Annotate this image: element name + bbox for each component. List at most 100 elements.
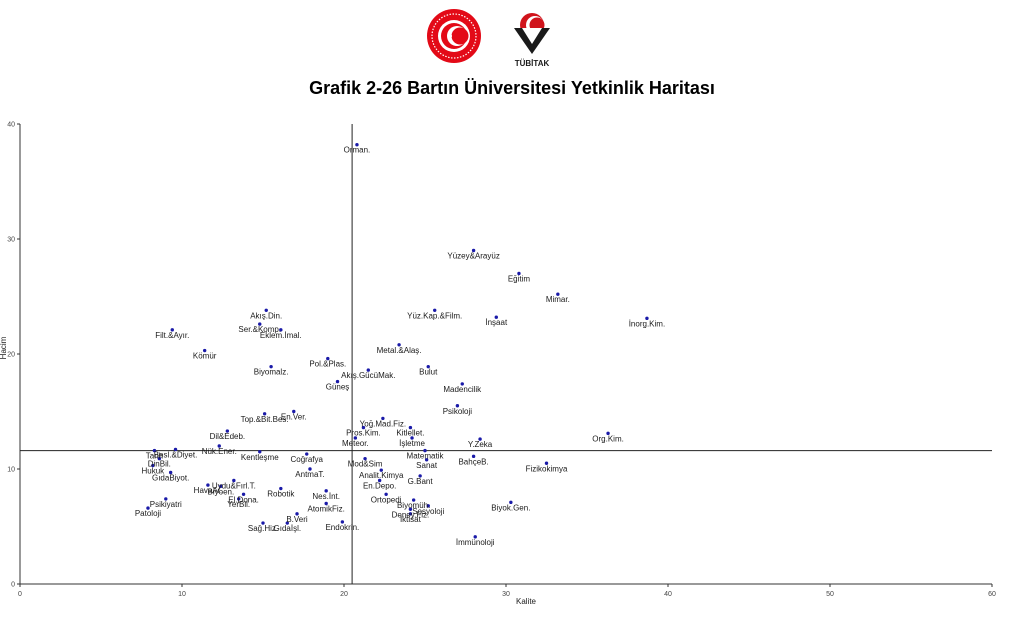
data-point <box>335 379 340 384</box>
point-label: GıdaBiyot. <box>152 473 189 482</box>
data-point <box>424 458 429 462</box>
data-point <box>264 308 268 312</box>
data-point <box>170 328 174 332</box>
point-label: Akış.Din. <box>250 311 282 320</box>
data-point <box>232 478 236 483</box>
data-point <box>473 535 477 539</box>
point-label: Yüzey&Arayüz <box>447 252 499 261</box>
data-point <box>645 316 649 321</box>
data-point <box>408 507 413 511</box>
point-label: Yoğ.Mad.Fiz. <box>360 419 406 428</box>
data-point <box>279 486 283 491</box>
point-label: Besl.&Diyet. <box>154 450 198 459</box>
y-tick-label: 40 <box>7 122 15 129</box>
point-label: Gıdaİşl. <box>274 524 302 533</box>
data-point <box>377 478 382 483</box>
chart-title: Grafik 2-26 Bartın Üniversitesi Yetkinli… <box>309 78 715 98</box>
point-label: Eklem.İmal. <box>260 331 302 340</box>
data-point <box>556 292 560 296</box>
y-tick-label: 30 <box>7 237 15 244</box>
point-label: DinBil. <box>148 460 171 469</box>
data-point <box>202 348 207 353</box>
data-point <box>292 409 296 414</box>
data-point <box>411 498 416 502</box>
data-point <box>460 382 464 386</box>
point-label: Kentleşme <box>241 453 279 462</box>
point-label: Sağ.Hiz. <box>248 524 278 533</box>
point-label: Ortopedi <box>371 495 402 504</box>
point-label: Pol.&Plas. <box>309 360 346 369</box>
data-point <box>152 448 157 453</box>
point-label: Orman. <box>344 146 371 155</box>
data-point <box>544 461 549 465</box>
data-point <box>295 512 299 516</box>
chart-points <box>146 143 649 539</box>
y-axis-title: Hacim <box>0 336 8 359</box>
data-point <box>217 444 221 448</box>
data-point <box>355 143 359 147</box>
point-label: G.Bant <box>408 477 434 486</box>
data-point <box>455 404 460 408</box>
point-label: Ser.&Komp. <box>238 325 281 334</box>
point-label: Biyok.Gen. <box>491 503 530 512</box>
data-point <box>146 506 150 510</box>
point-label: Org.Kim. <box>592 434 624 443</box>
point-label: Uydu&Fırl.T. <box>212 482 256 491</box>
data-point <box>408 512 413 516</box>
data-point <box>258 450 262 454</box>
x-tick-label: 20 <box>340 591 348 598</box>
point-label: Sosyoloji <box>412 507 444 516</box>
point-label: Madencilik <box>443 385 482 394</box>
data-point <box>408 425 413 430</box>
point-label: Biyomüh. <box>397 501 430 510</box>
point-label: Metal.&Alaş. <box>377 346 422 355</box>
data-point <box>426 504 430 508</box>
point-label: Kömür <box>193 352 217 361</box>
point-label: Eğitim <box>508 275 531 284</box>
point-label: Güneş <box>326 383 350 392</box>
data-point <box>258 322 262 326</box>
data-point <box>225 429 230 433</box>
data-point <box>168 470 173 475</box>
point-label: Top.&Bit.Bes. <box>241 415 289 424</box>
data-point <box>305 452 309 456</box>
data-point <box>418 474 422 478</box>
data-point <box>381 416 385 421</box>
data-point <box>366 368 370 372</box>
y-tick-label: 20 <box>7 352 15 359</box>
data-point <box>164 497 168 501</box>
data-point <box>509 500 513 505</box>
data-point <box>517 271 521 276</box>
point-label: İmmünoloji <box>456 538 495 547</box>
logos-svg: TÜBİTAK <box>427 9 550 68</box>
data-point <box>261 521 265 525</box>
data-point <box>262 412 267 416</box>
point-label: İşletme <box>399 439 425 448</box>
data-point <box>279 328 283 332</box>
data-point <box>151 463 155 468</box>
x-tick-label: 50 <box>826 591 834 598</box>
point-label: Nes.İnt. <box>312 492 340 501</box>
data-point <box>269 364 273 369</box>
tubitak-logo-icon: TÜBİTAK <box>514 13 550 68</box>
point-label: YerBil. <box>227 500 250 509</box>
data-point <box>324 489 328 493</box>
y-tick-label: 10 <box>7 467 15 474</box>
data-point <box>241 492 246 496</box>
logos-area: TÜBİTAK <box>420 6 600 70</box>
chart-axes: 0 10 20 30 40 50 60 0 10 20 30 40 Kalite Hacim <box>0 122 996 607</box>
point-label: Akış.GücüMak. <box>341 371 395 380</box>
ministry-seal-icon <box>427 9 481 63</box>
point-label: Psikoloji <box>443 407 473 416</box>
point-label: Biyoen. <box>208 487 235 496</box>
point-label: Mod&Sim <box>348 460 383 469</box>
data-point <box>379 468 383 472</box>
point-label: Bulut <box>419 368 438 377</box>
data-point <box>326 356 330 361</box>
point-label: En.Depo. <box>363 482 396 491</box>
point-label: HavaAr. <box>194 486 222 495</box>
data-point <box>308 467 312 471</box>
data-point <box>433 308 437 312</box>
data-point <box>361 425 366 430</box>
